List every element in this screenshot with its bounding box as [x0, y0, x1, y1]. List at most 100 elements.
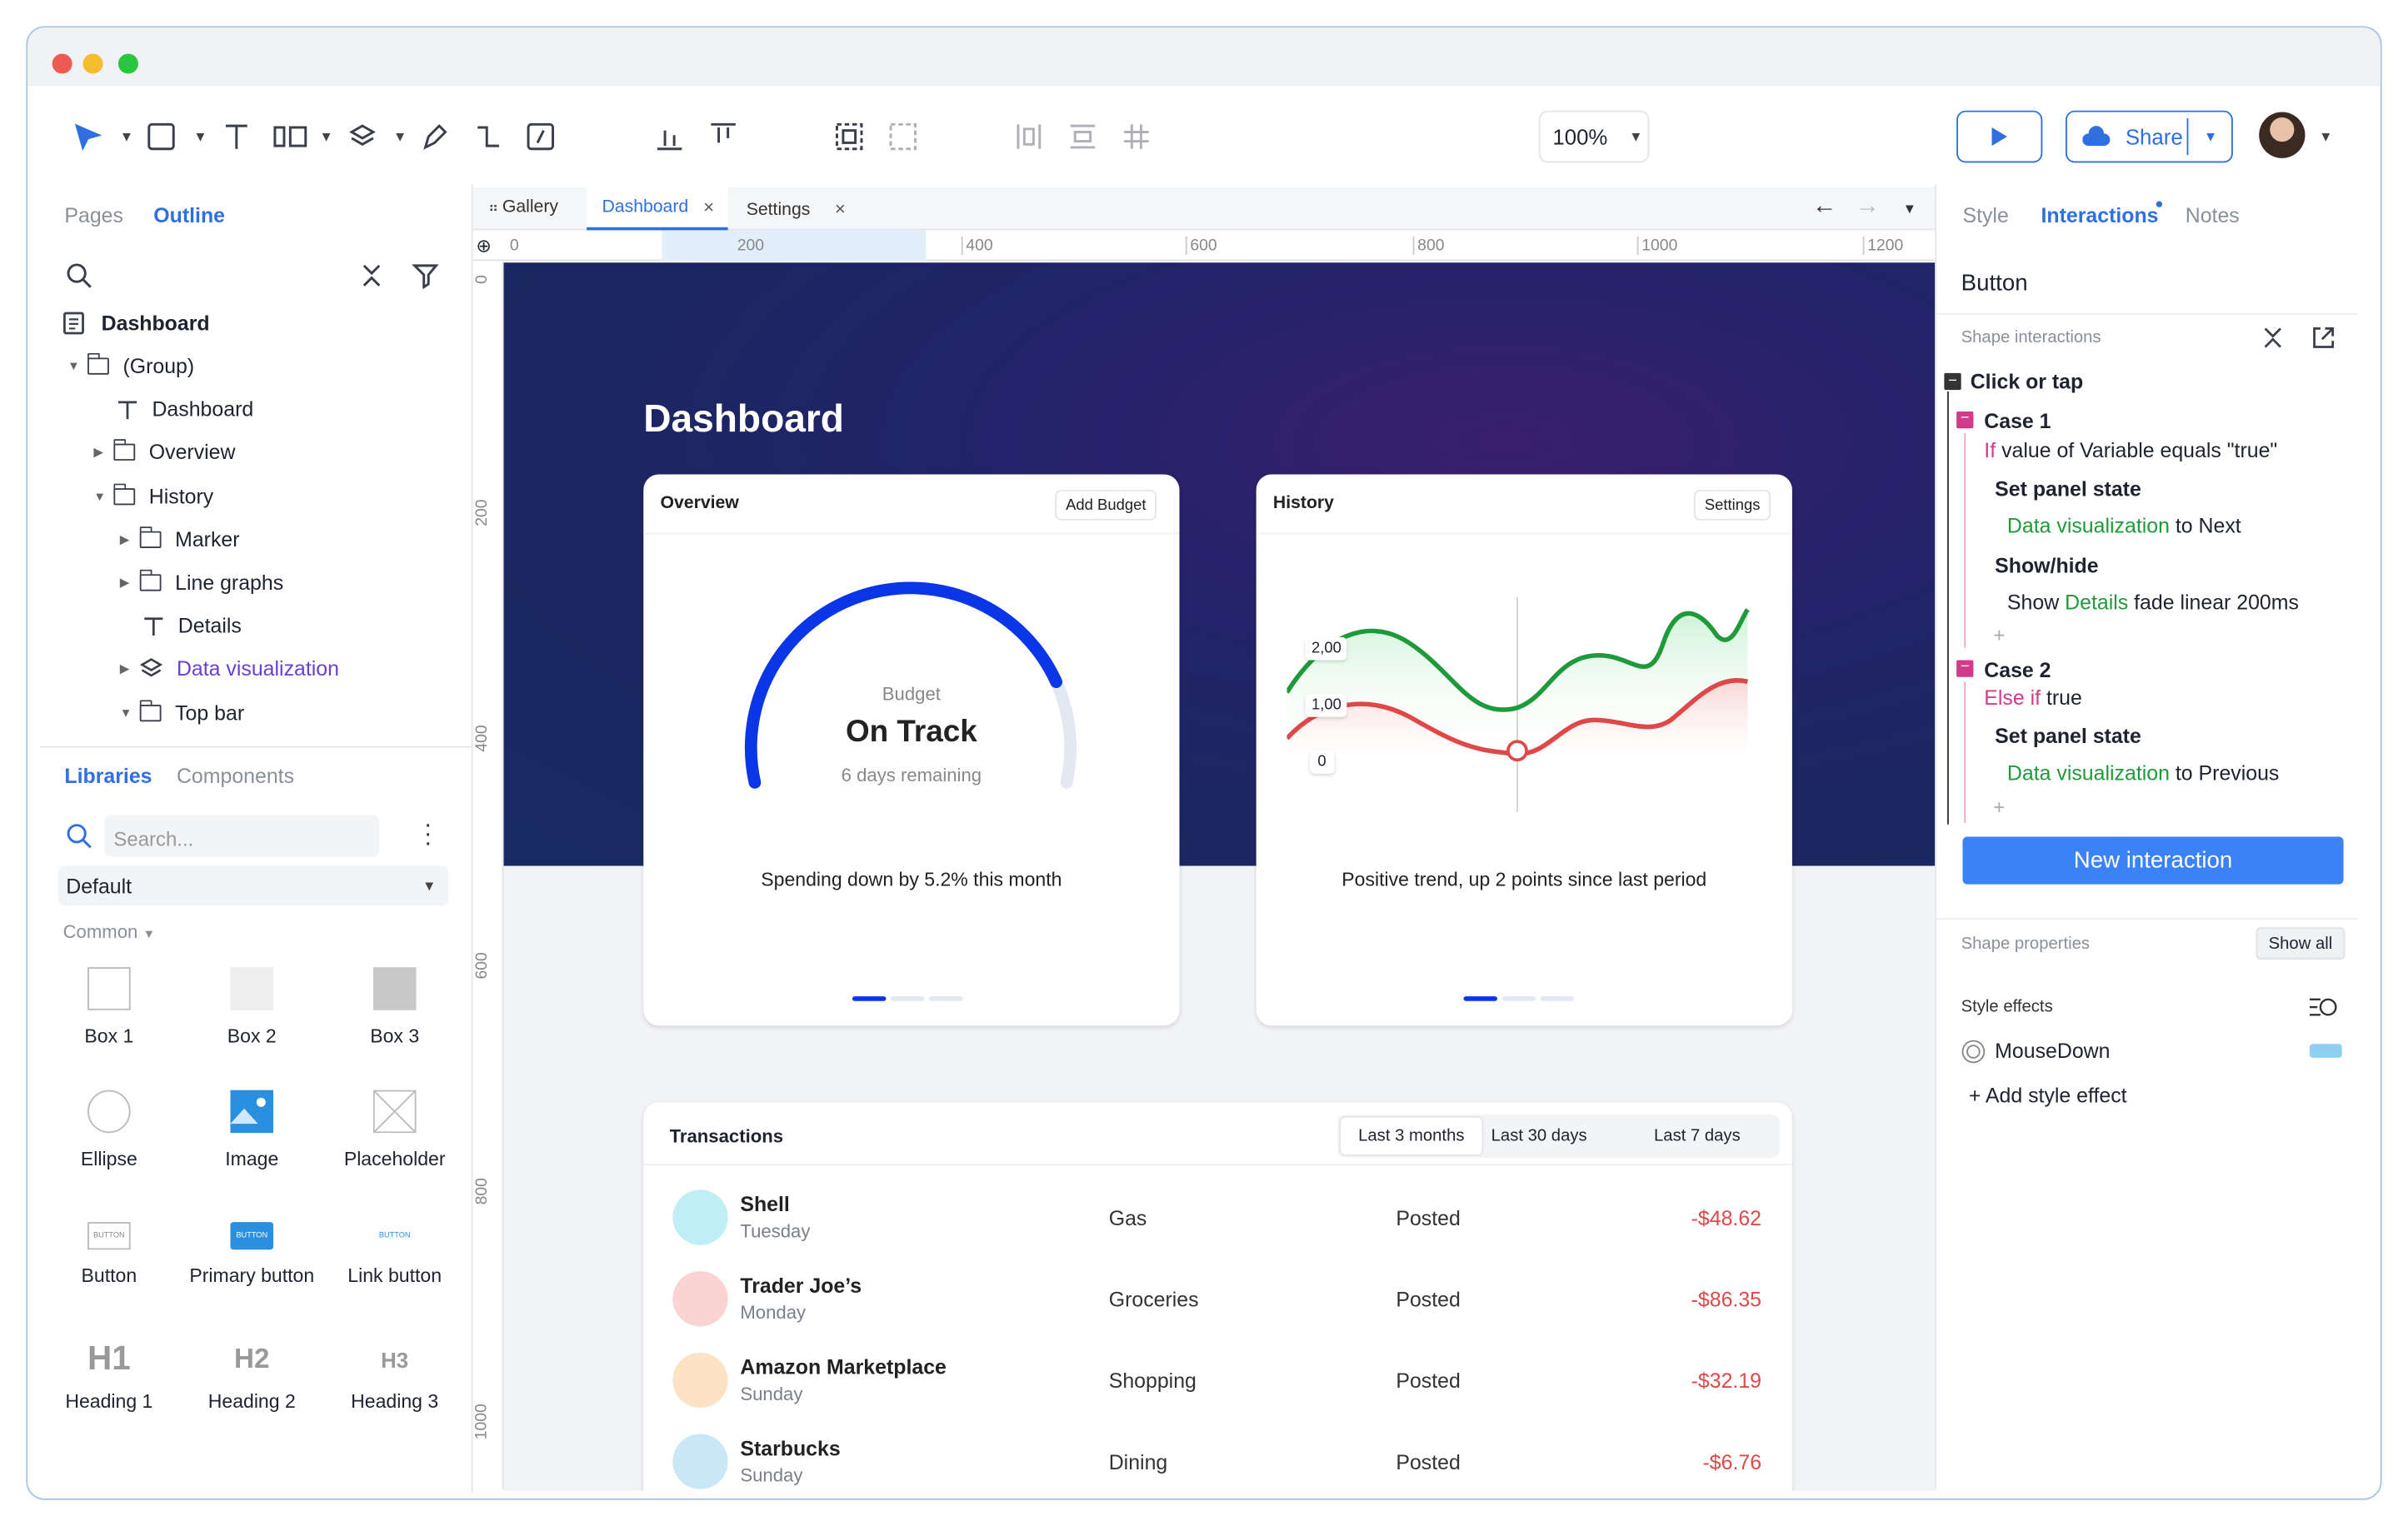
- history-marker[interactable]: [1506, 740, 1528, 762]
- outline-item-line-graphs[interactable]: ▶ Line graphs: [120, 569, 283, 594]
- library-item-link-button[interactable]: BUTTON Link button: [326, 1222, 464, 1286]
- grid-icon[interactable]: [1121, 122, 1152, 152]
- group-icon[interactable]: [834, 122, 865, 152]
- table-row[interactable]: Starbucks Sunday Dining Posted -$6.76: [643, 1431, 1792, 1491]
- mousedown-effect[interactable]: MouseDown: [1995, 1039, 2111, 1063]
- add-style-effect-button[interactable]: + Add style effect: [1968, 1084, 2127, 1107]
- overview-card[interactable]: Overview Add Budget Budget On Track 6 da…: [643, 474, 1180, 1026]
- distribute-vertical-icon[interactable]: [1067, 122, 1098, 152]
- case-2-title[interactable]: Case 2: [1984, 658, 2051, 682]
- add-action-icon[interactable]: +: [1993, 795, 2006, 819]
- library-item-primary-button[interactable]: BUTTON Primary button: [182, 1222, 321, 1287]
- action-set-panel-state[interactable]: Set panel state: [1995, 724, 2141, 748]
- case-1-condition[interactable]: If value of Variable equals "true": [1984, 439, 2277, 462]
- outline-item-group[interactable]: ▼ (Group): [67, 352, 194, 377]
- outline-page-dashboard[interactable]: Dashboard: [63, 312, 210, 335]
- library-item-box-2[interactable]: Box 2: [182, 967, 321, 1047]
- tab-interactions[interactable]: Interactions: [2041, 204, 2159, 227]
- rectangle-tool-icon[interactable]: [147, 122, 175, 151]
- close-window-button[interactable]: [52, 53, 72, 74]
- pager-dot[interactable]: [1501, 996, 1536, 1001]
- chevron-down-icon[interactable]: ▼: [119, 128, 134, 145]
- open-external-icon[interactable]: [2311, 326, 2336, 355]
- collapse-case-icon[interactable]: −: [1956, 411, 1974, 429]
- chevron-down-icon[interactable]: ▼: [319, 128, 333, 145]
- outline-item-marker[interactable]: ▶ Marker: [120, 526, 240, 551]
- tab-dashboard[interactable]: Dashboard ×: [587, 187, 728, 231]
- action-show-hide[interactable]: Show/hide: [1995, 554, 2099, 578]
- library-item-ellipse[interactable]: Ellipse: [40, 1090, 178, 1169]
- tab-style[interactable]: Style: [1962, 204, 2009, 227]
- action-detail[interactable]: Show Details fade linear 200ms: [2007, 591, 2299, 615]
- table-row[interactable]: Trader Joe’s Monday Groceries Posted -$86.35: [643, 1268, 1792, 1344]
- library-search-input[interactable]: Search...: [104, 815, 380, 857]
- close-icon[interactable]: ×: [834, 197, 846, 220]
- outline-item-dashboard-text[interactable]: Dashboard: [117, 397, 253, 421]
- tab-notes[interactable]: Notes: [2185, 204, 2240, 227]
- pager-dot-active[interactable]: [852, 996, 887, 1001]
- library-item-placeholder[interactable]: Placeholder: [326, 1089, 464, 1169]
- ungroup-icon[interactable]: [887, 122, 918, 152]
- show-all-button[interactable]: Show all: [2256, 927, 2346, 960]
- outline-item-data-visualization[interactable]: ▶ Data visualization: [120, 657, 339, 681]
- design-canvas[interactable]: Dashboard Overview Add Budget Budget On …: [503, 262, 1936, 1491]
- library-item-button[interactable]: BUTTON Button: [40, 1222, 178, 1287]
- library-item-box-3[interactable]: Box 3: [326, 967, 464, 1047]
- tab-gallery[interactable]: ⠶ Gallery: [488, 197, 559, 217]
- collapse-case-icon[interactable]: −: [1956, 660, 1974, 677]
- chevron-down-icon[interactable]: ▼: [2203, 128, 2218, 145]
- library-select[interactable]: Default ▼: [58, 865, 449, 906]
- library-item-heading-2[interactable]: H2 Heading 2: [182, 1339, 321, 1413]
- add-budget-button[interactable]: Add Budget: [1055, 489, 1157, 521]
- frame-tool-icon[interactable]: [273, 126, 307, 147]
- new-interaction-button[interactable]: New interaction: [1962, 836, 2344, 885]
- add-action-icon[interactable]: +: [1993, 623, 2006, 646]
- pager-dot[interactable]: [890, 996, 925, 1001]
- minimize-window-button[interactable]: [82, 53, 103, 74]
- pager-dot[interactable]: [1540, 996, 1575, 1001]
- select-tool-icon[interactable]: [73, 122, 102, 151]
- action-set-panel-state[interactable]: Set panel state: [1995, 477, 2141, 501]
- align-top-icon[interactable]: [708, 122, 739, 152]
- connector-tool-icon[interactable]: [475, 122, 502, 150]
- tab-settings[interactable]: Settings ×: [747, 198, 846, 220]
- tab-outline[interactable]: Outline: [153, 204, 226, 227]
- pager-dot-active[interactable]: [1463, 996, 1498, 1001]
- case-2-condition[interactable]: Else if true: [1984, 686, 2082, 710]
- collapse-event-icon[interactable]: −: [1944, 373, 1961, 391]
- chevron-down-icon[interactable]: ▼: [2319, 128, 2333, 145]
- tab-pages[interactable]: Pages: [64, 204, 123, 227]
- align-bottom-icon[interactable]: [654, 122, 685, 152]
- add-style-effect-icon[interactable]: [2308, 995, 2339, 1024]
- action-detail[interactable]: Data visualization to Next: [2007, 514, 2241, 537]
- more-options-icon[interactable]: · · ·: [423, 811, 432, 857]
- tab-libraries[interactable]: Libraries: [64, 764, 152, 788]
- arrow-right-icon[interactable]: →: [1855, 193, 1880, 220]
- library-item-box-1[interactable]: Box 1: [40, 967, 178, 1047]
- share-button[interactable]: Share ▼: [2065, 110, 2233, 163]
- distribute-horizontal-icon[interactable]: [1013, 122, 1044, 152]
- case-1-title[interactable]: Case 1: [1984, 410, 2051, 433]
- filter-last-30-days[interactable]: Last 30 days: [1491, 1126, 1587, 1145]
- close-icon[interactable]: ×: [703, 196, 715, 218]
- chevron-down-icon[interactable]: ▼: [1902, 201, 1917, 217]
- filter-last-3-months[interactable]: Last 3 months: [1339, 1115, 1484, 1156]
- chevron-down-icon[interactable]: ▼: [193, 128, 207, 145]
- arrow-left-icon[interactable]: ←: [1811, 193, 1837, 220]
- collapse-all-icon[interactable]: [359, 262, 383, 288]
- hotspot-tool-icon[interactable]: [527, 122, 554, 151]
- preview-button[interactable]: [1956, 110, 2043, 163]
- history-card[interactable]: History Settings 2,00 1,00 0 Positive tr…: [1256, 474, 1792, 1026]
- outline-item-overview[interactable]: ▶ Overview: [93, 439, 235, 464]
- library-item-image[interactable]: Image: [182, 1090, 321, 1169]
- table-row[interactable]: Shell Tuesday Gas Posted -$48.62: [643, 1187, 1792, 1264]
- chevron-down-icon[interactable]: ▼: [392, 128, 407, 145]
- action-detail[interactable]: Data visualization to Previous: [2007, 761, 2279, 785]
- outline-item-history[interactable]: ▼ History: [93, 483, 213, 508]
- filter-last-7-days[interactable]: Last 7 days: [1654, 1126, 1741, 1145]
- event-click-or-tap[interactable]: Click or tap: [1970, 370, 2084, 393]
- history-settings-button[interactable]: Settings: [1693, 489, 1771, 521]
- layers-icon[interactable]: [348, 122, 376, 150]
- library-category[interactable]: Common ▼: [62, 920, 156, 943]
- zoom-select[interactable]: 100% ▼: [1538, 110, 1650, 163]
